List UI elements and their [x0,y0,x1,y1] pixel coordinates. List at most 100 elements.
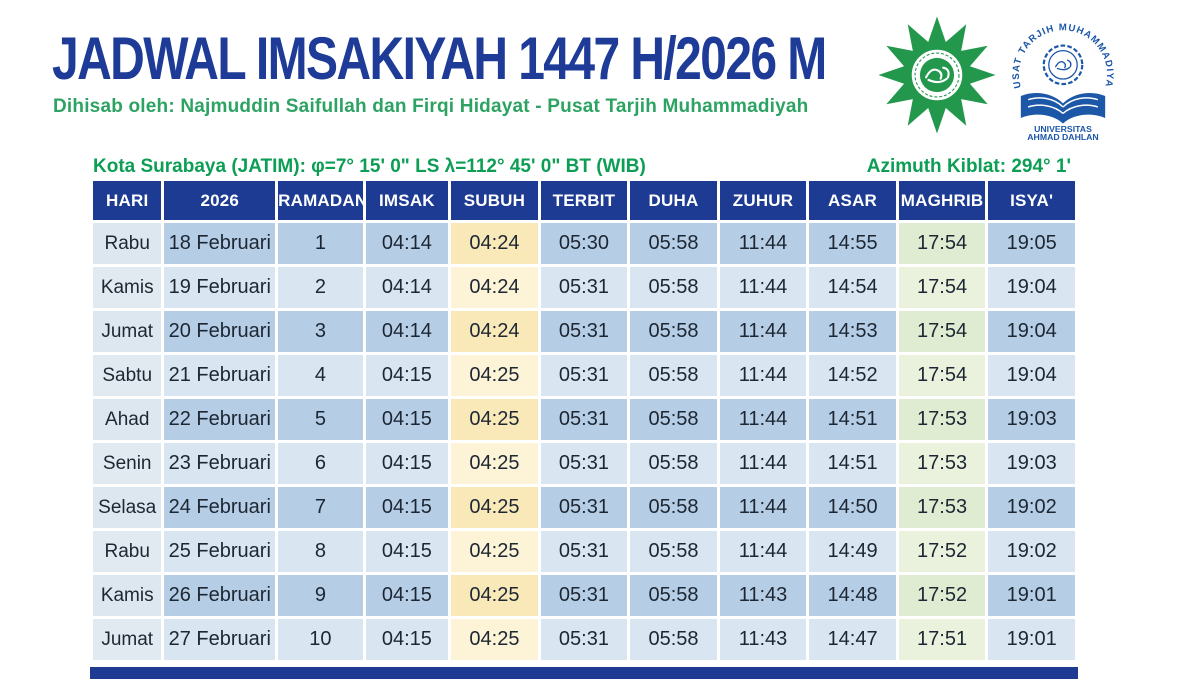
table-cell: 11:44 [719,355,807,396]
table-cell: 04:25 [451,355,538,396]
location-info-line: Kota Surabaya (JATIM): φ=7° 15' 0" LS λ=… [93,156,1071,178]
column-header: IMSAK [365,181,449,220]
table-cell: 19:03 [988,399,1075,440]
table-cell: 05:31 [540,267,628,308]
table-cell: 1 [278,223,363,264]
table-cell: 05:58 [630,267,717,308]
table-row: Ahad 22 Februari 5 04:15 04:25 05:31 05:58 11:4… [93,399,1075,440]
table-cell: 05:31 [540,311,628,352]
table-cell: 04:24 [451,223,538,264]
table-cell: 19:04 [988,311,1075,352]
table-cell: 04:25 [451,575,538,616]
table-cell: Senin [93,443,162,484]
table-cell: 04:15 [365,619,449,660]
table-cell: 05:31 [540,399,628,440]
table-cell: Rabu [93,223,162,264]
table-cell: 11:43 [719,619,807,660]
ahmad-dahlan-university-logo-icon: PUSAT TARJIH MUHAMMADIYAH UNIVERSITAS AH… [1008,8,1114,140]
table-cell: 04:15 [365,443,449,484]
table-cell: 11:43 [719,575,807,616]
table-cell: 17:53 [898,399,986,440]
column-header: ASAR [809,181,896,220]
table-cell: 6 [278,443,363,484]
table-cell: 05:31 [540,619,628,660]
table-cell: 17:51 [898,619,986,660]
table-cell: 05:58 [630,487,717,528]
table-cell: 11:44 [719,399,807,440]
table-cell: 17:53 [898,487,986,528]
table-cell: 14:55 [809,223,896,264]
table-row: Jumat 27 Februari 10 04:15 04:25 05:31 05:58 11… [93,619,1075,660]
table-row: Kamis 26 Februari 9 04:15 04:25 05:31 05:58 11:… [93,575,1075,616]
table-cell: 14:52 [809,355,896,396]
table-row: Selasa 24 Februari 7 04:15 04:25 05:31 05:58 11… [93,487,1075,528]
table-cell: 04:14 [365,311,449,352]
table-cell: 11:44 [719,311,807,352]
table-cell: 17:54 [898,223,986,264]
table-cell: 04:25 [451,399,538,440]
table-row: Rabu 18 Februari 1 04:14 04:24 05:30 05:58 11:4… [93,223,1075,264]
bottom-navy-bar [90,667,1078,679]
table-cell: 05:31 [540,443,628,484]
table-cell: 11:44 [719,443,807,484]
table-cell: 05:58 [630,443,717,484]
column-header: RAMADAN [278,181,367,220]
table-cell: 19:02 [988,487,1075,528]
logo-university-line1: UNIVERSITAS [1034,124,1092,134]
table-cell: 14:53 [809,311,896,352]
table-row: Senin 23 Februari 6 04:15 04:25 05:31 05:58 11:… [93,443,1075,484]
table-cell: 04:25 [451,619,538,660]
table-cell: 04:15 [365,575,449,616]
table-row: Sabtu 21 Februari 4 04:15 04:25 05:31 05:58 11:… [93,355,1075,396]
table-cell: 11:44 [719,487,807,528]
table-cell: 19:04 [988,355,1075,396]
table-cell: 24 Februari [164,487,276,528]
table-row: Kamis 19 Februari 2 04:14 04:24 05:31 05:58 11:… [93,267,1075,308]
table-cell: 04:15 [365,355,449,396]
header-row: HARI 2026 RAMADAN IMSAK SUBUH TERBIT DUHA ZUHUR… [93,181,1075,220]
table-cell: 11:44 [719,531,807,572]
table-cell: 05:58 [630,311,717,352]
table-cell: 9 [278,575,363,616]
table-cell: Kamis [93,267,162,308]
table-cell: 17:52 [898,575,986,616]
column-header: ISYA' [988,181,1075,220]
table-cell: Selasa [93,487,162,528]
column-header: MAGHRIB [898,181,986,220]
muhammadiyah-logo-icon [878,16,996,134]
column-header: HARI [93,181,162,220]
table-cell: 05:58 [630,399,717,440]
table-cell: 14:51 [809,399,896,440]
table-cell: 17:54 [898,355,986,396]
table-cell: 2 [278,267,363,308]
table-cell: Kamis [93,575,162,616]
table-cell: 05:31 [540,531,628,572]
table-cell: 14:49 [809,531,896,572]
table-cell: 19:04 [988,267,1075,308]
table-cell: 23 Februari [164,443,276,484]
table-cell: 8 [278,531,363,572]
table-cell: 3 [278,311,363,352]
table-cell: Jumat [93,311,162,352]
table-cell: 05:31 [540,355,628,396]
table-cell: 04:15 [365,399,449,440]
table-cell: 19 Februari [164,267,276,308]
table-cell: 5 [278,399,363,440]
table-cell: 04:15 [365,487,449,528]
table-cell: 04:15 [365,531,449,572]
table-cell: 27 Februari [164,619,276,660]
table-cell: 19:05 [988,223,1075,264]
table-cell: 05:58 [630,355,717,396]
table-cell: 04:25 [451,443,538,484]
qibla-azimuth-text: Azimuth Kiblat: 294° 1' [866,156,1071,177]
logo-university-line2: AHMAD DAHLAN [1027,132,1098,140]
table-cell: 14:51 [809,443,896,484]
table-cell: 04:24 [451,267,538,308]
table-cell: 21 Februari [164,355,276,396]
table-cell: 17:54 [898,311,986,352]
column-header: 2026 [164,181,276,220]
table-cell: 25 Februari [164,531,276,572]
table-cell: 19:02 [988,531,1075,572]
table-cell: Jumat [93,619,162,660]
